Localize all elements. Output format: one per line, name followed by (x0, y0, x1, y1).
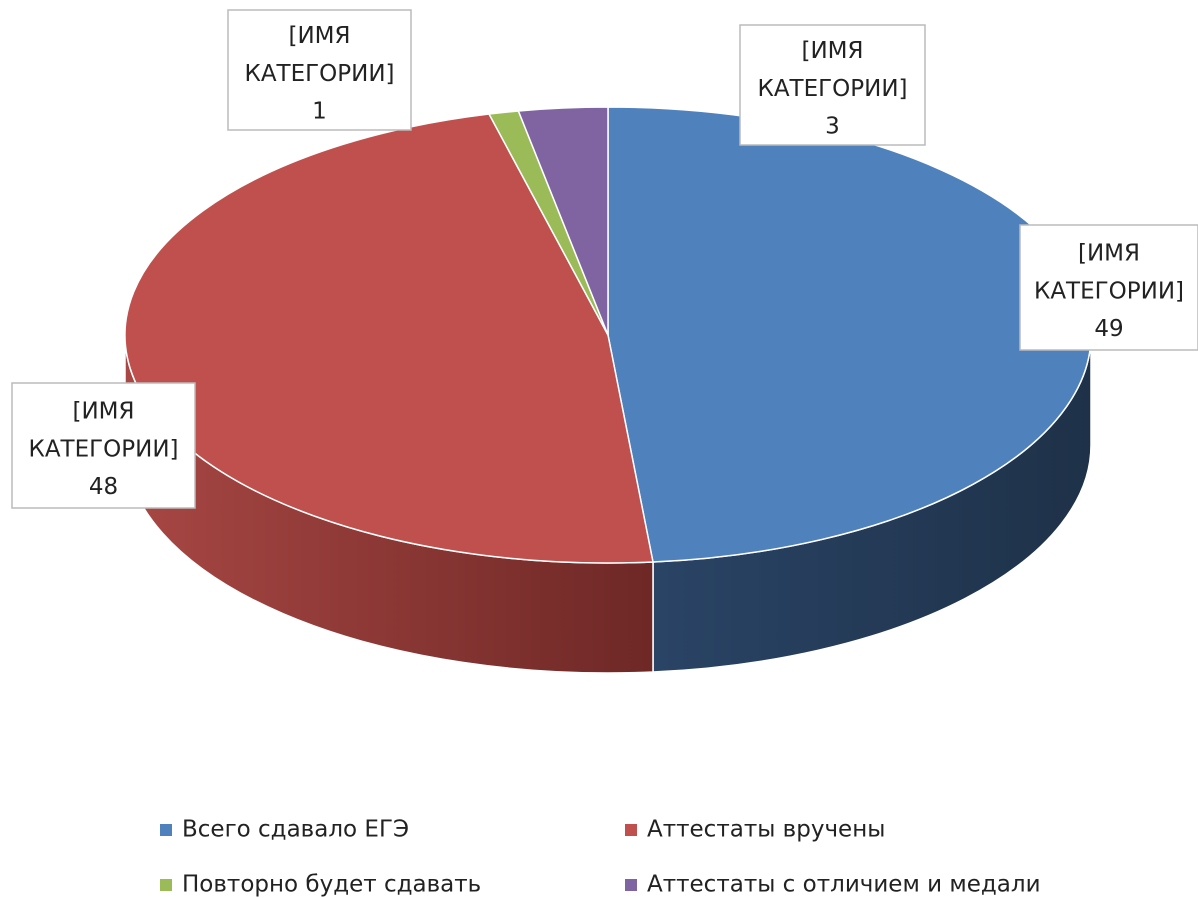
legend-label: Аттестаты вручены (647, 817, 885, 843)
data-label-box (227, 9, 412, 131)
data-label: [ИМЯ КАТЕГОРИИ] 1 (227, 9, 412, 131)
data-label-value: 48 (89, 474, 118, 500)
data-label-value: 1 (312, 99, 327, 125)
data-label-name-line: КАТЕГОРИИ] (28, 436, 178, 462)
data-label-name-line: [ИМЯ (72, 398, 134, 424)
data-label-name: [ИМЯ КАТЕГОРИИ] (1034, 240, 1184, 304)
legend-swatch (160, 824, 172, 836)
data-label-value: 49 (1094, 316, 1123, 342)
data-label-name-line: КАТЕГОРИИ] (244, 61, 394, 87)
legend-swatch (160, 879, 172, 891)
slice (517, 106, 609, 336)
legend-swatch (625, 824, 637, 836)
slice (124, 113, 654, 564)
data-label-name-line: [ИМЯ (1078, 240, 1140, 266)
legend-swatch (625, 879, 637, 891)
data-label-value: 3 (825, 114, 840, 140)
data-label-name-line: КАТЕГОРИИ] (757, 76, 907, 102)
data-label-name: [ИМЯ КАТЕГОРИИ] (28, 398, 178, 462)
legend-label: Повторно будет сдавать (182, 872, 481, 898)
data-label-name-line: [ИМЯ (801, 38, 863, 64)
data-label: [ИМЯ КАТЕГОРИИ] 48 (11, 382, 196, 509)
data-label: [ИМЯ КАТЕГОРИИ] 49 (1019, 224, 1198, 351)
data-label-name: [ИМЯ КАТЕГОРИИ] (757, 38, 907, 102)
data-label-name-line: [ИМЯ (288, 23, 350, 49)
legend-label: Аттестаты с отличием и медали (647, 872, 1041, 898)
legend-label: Всего сдавало ЕГЭ (182, 817, 409, 843)
data-label-box (11, 382, 196, 509)
data-label-name: [ИМЯ КАТЕГОРИИ] (244, 23, 394, 87)
data-label: [ИМЯ КАТЕГОРИИ] 3 (739, 24, 926, 146)
data-label-box (1019, 224, 1198, 351)
data-label-name-line: КАТЕГОРИИ] (1034, 278, 1184, 304)
data-label-box (739, 24, 926, 146)
